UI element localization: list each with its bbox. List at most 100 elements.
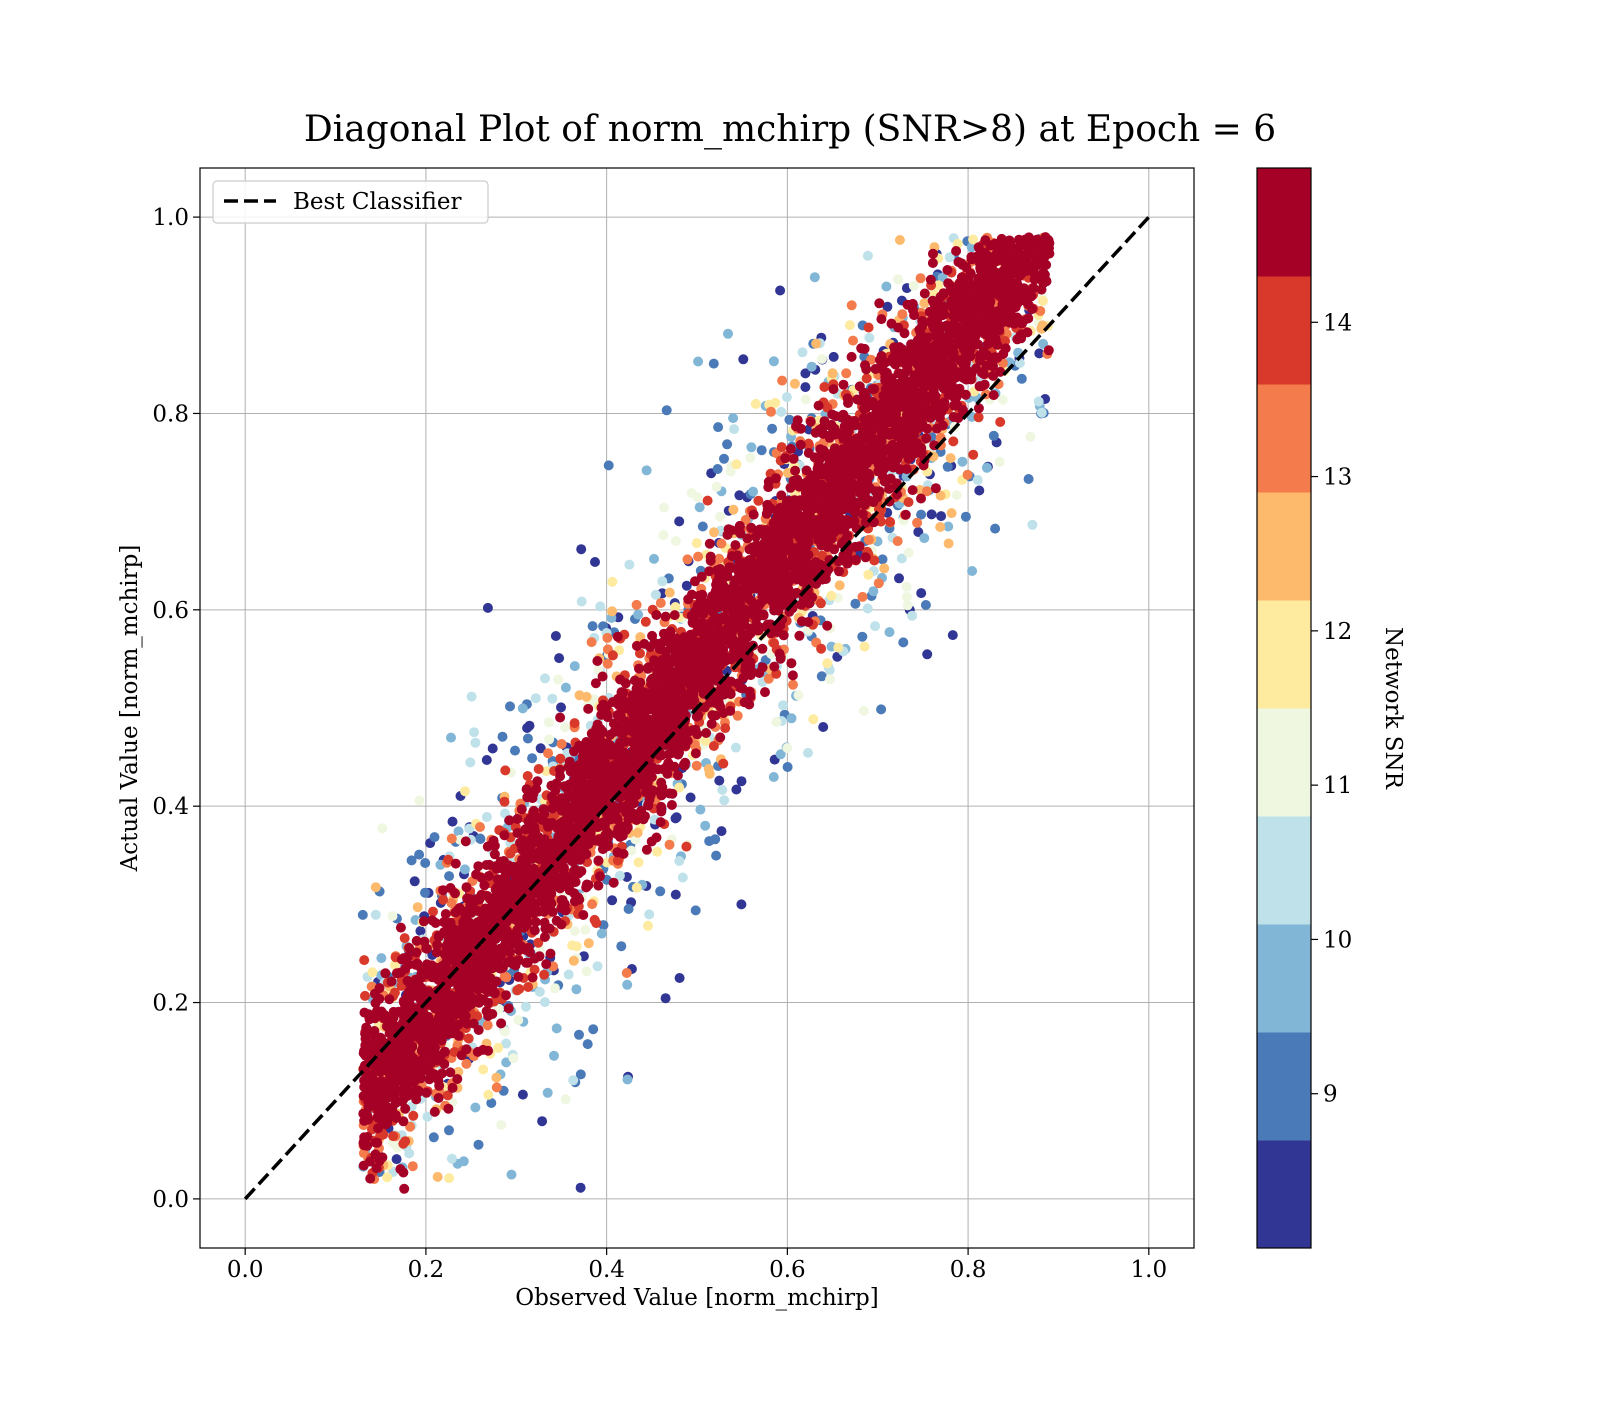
scatter-point <box>639 639 649 649</box>
scatter-point <box>510 746 520 756</box>
scatter-point <box>711 851 721 861</box>
scatter-point <box>731 785 741 795</box>
scatter-point <box>1024 474 1034 484</box>
scatter-point <box>584 938 594 948</box>
scatter-point <box>665 840 675 850</box>
scatter-point <box>656 598 666 608</box>
scatter-point <box>592 656 602 666</box>
scatter-point <box>816 598 826 608</box>
scatter-point <box>543 748 553 758</box>
scatter-point <box>438 895 448 905</box>
scatter-point <box>876 314 886 324</box>
scatter-point <box>380 1105 390 1115</box>
scatter-point <box>647 837 657 847</box>
scatter-point <box>678 873 688 883</box>
scatter-point <box>919 533 929 543</box>
scatter-point <box>718 759 728 769</box>
scatter-point <box>492 1082 502 1092</box>
scatter-point <box>571 984 581 994</box>
scatter-point <box>974 403 984 413</box>
scatter-point <box>632 883 642 893</box>
scatter-point <box>957 260 967 270</box>
scatter-point <box>903 600 913 610</box>
scatter-point <box>512 985 522 995</box>
scatter-point <box>741 660 751 670</box>
scatter-point <box>961 512 971 522</box>
scatter-point <box>946 453 956 463</box>
scatter-point <box>791 421 801 431</box>
scatter-point <box>738 354 748 364</box>
scatter-point <box>461 836 471 846</box>
scatter-point <box>786 483 796 493</box>
scatter-point <box>772 717 782 727</box>
scatter-point <box>659 530 669 540</box>
scatter-point <box>904 548 914 558</box>
scatter-point <box>483 1090 493 1100</box>
scatter-point <box>885 627 895 637</box>
scatter-point <box>395 1164 405 1174</box>
scatter-point <box>732 459 742 469</box>
scatter-point <box>729 424 739 434</box>
scatter-point <box>507 1170 517 1180</box>
scatter-point <box>751 399 761 409</box>
scatter-point <box>871 364 881 374</box>
scatter-point <box>909 281 919 291</box>
scatter-point <box>790 466 800 476</box>
scatter-point <box>995 457 1005 467</box>
scatter-point <box>769 662 779 672</box>
scatter-point <box>713 464 723 474</box>
scatter-point <box>552 916 562 926</box>
scatter-point <box>926 275 936 285</box>
scatter-point <box>564 970 574 980</box>
scatter-point <box>392 1154 402 1164</box>
scatter-point <box>778 700 788 710</box>
scatter-point <box>893 536 903 546</box>
scatter-point <box>858 592 868 602</box>
scatter-point <box>709 741 719 751</box>
scatter-point <box>467 692 477 702</box>
scatter-point <box>730 540 740 550</box>
scatter-point <box>967 566 977 576</box>
scatter-point <box>525 721 535 731</box>
scatter-point <box>399 1184 409 1194</box>
scatter-point <box>879 563 889 573</box>
scatter-point <box>544 717 554 727</box>
scatter-point <box>811 339 821 349</box>
scatter-point <box>968 450 978 460</box>
scatter-point <box>825 674 835 684</box>
scatter-point <box>794 631 804 641</box>
scatter-point <box>783 762 793 772</box>
scatter-point <box>540 997 550 1007</box>
scatter-points <box>358 232 1055 1194</box>
scatter-point <box>561 1094 571 1104</box>
scatter-point <box>474 1025 484 1035</box>
scatter-point <box>420 888 430 898</box>
scatter-point <box>609 878 619 888</box>
scatter-point <box>709 359 719 369</box>
scatter-point <box>695 805 705 815</box>
scatter-point <box>602 633 612 643</box>
scatter-point <box>806 417 816 427</box>
scatter-point <box>613 632 623 642</box>
scatter-point <box>434 1093 444 1103</box>
scatter-point <box>429 1132 439 1142</box>
scatter-point <box>624 560 634 570</box>
scatter-point <box>591 918 601 928</box>
scatter-point <box>578 910 588 920</box>
scatter-point <box>894 573 904 583</box>
scatter-point <box>404 1148 414 1158</box>
scatter-point <box>554 653 564 663</box>
scatter-point <box>916 494 926 504</box>
scatter-point <box>576 544 586 554</box>
scatter-point <box>928 249 938 259</box>
scatter-point <box>691 905 701 915</box>
scatter-point <box>557 739 567 749</box>
scatter-point <box>712 482 722 492</box>
scatter-point <box>786 444 796 454</box>
scatter-point <box>588 621 598 631</box>
scatter-point <box>797 616 807 626</box>
scatter-point <box>662 405 672 415</box>
scatter-point <box>864 323 874 333</box>
